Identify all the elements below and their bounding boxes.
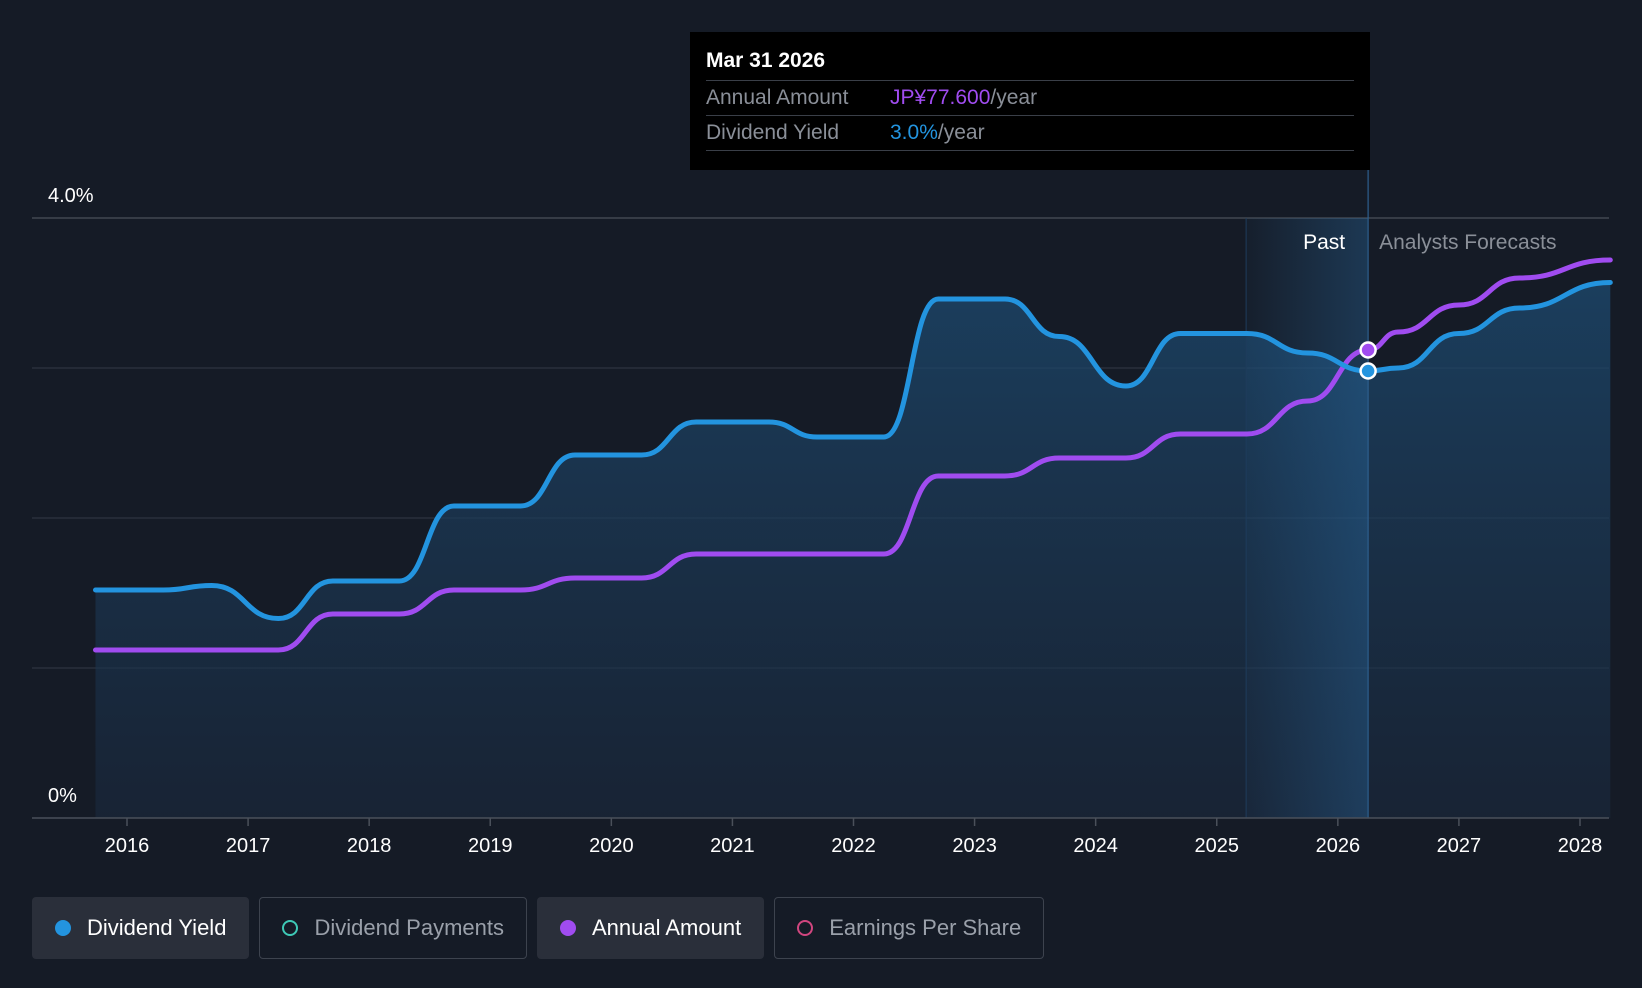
legend-label: Annual Amount xyxy=(591,915,742,940)
legend-ring-icon xyxy=(797,920,814,936)
legend-ring-icon xyxy=(282,920,299,936)
tooltip-row-annual-amount: Annual Amount JP¥77.600 /year xyxy=(706,81,1354,116)
x-tick-label: 2017 xyxy=(226,835,271,857)
x-tick-label: 2016 xyxy=(105,835,150,857)
y-tick-label: 0% xyxy=(48,785,77,807)
legend-label: Dividend Payments xyxy=(314,915,504,940)
dividend-yield-area xyxy=(95,282,1611,818)
x-axis: 2016 2017 2018 2019 2020 2021 2022 2023 2024 2025… xyxy=(32,817,1609,857)
tooltip-label: Annual Amount xyxy=(706,86,849,109)
x-tick-label: 2020 xyxy=(589,835,634,857)
annual-amount-marker xyxy=(1359,341,1377,359)
dividend-yield-marker xyxy=(1359,362,1377,380)
x-tick-label: 2021 xyxy=(710,835,755,857)
marker-layer xyxy=(1359,341,1377,380)
tooltip-unit: /year xyxy=(990,86,1038,109)
legend-dot-icon xyxy=(55,920,71,936)
x-tick-label: 2019 xyxy=(468,835,513,857)
past-highlight-band xyxy=(1246,218,1369,818)
forecast-label: Analysts Forecasts xyxy=(1379,231,1556,254)
x-tick-label: 2028 xyxy=(1558,835,1603,857)
legend-label: Dividend Yield xyxy=(87,915,227,940)
region-layer: Past Analysts Forecasts xyxy=(1245,170,1557,818)
x-tick-label: 2026 xyxy=(1316,835,1361,857)
tooltip-value: 3.0% xyxy=(890,121,938,144)
tooltip-value: JP¥77.600 xyxy=(890,86,991,109)
past-label: Past xyxy=(1303,231,1345,254)
tooltip-date: Mar 31 2026 xyxy=(706,46,1354,81)
legend-dividend-payments[interactable]: Dividend Payments xyxy=(259,897,527,959)
legend-annual-amount[interactable]: Annual Amount xyxy=(536,897,765,959)
legend-dividend-yield[interactable]: Dividend Yield xyxy=(32,897,250,959)
area-layer xyxy=(95,282,1611,818)
legend-earnings-per-share[interactable]: Earnings Per Share xyxy=(774,897,1045,959)
legend: Dividend Yield Dividend Payments Annual … xyxy=(32,897,1045,959)
dividend-yield-line xyxy=(93,280,1613,621)
legend-dot-icon xyxy=(559,920,576,936)
tooltip: Mar 31 2026 Annual Amount JP¥77.600 /yea… xyxy=(690,32,1370,170)
tooltip-row-dividend-yield: Dividend Yield 3.0% /year xyxy=(706,116,1354,151)
y-tick-label: 4.0% xyxy=(48,185,94,207)
x-tick-label: 2023 xyxy=(952,835,997,857)
x-tick-label: 2025 xyxy=(1195,835,1240,857)
tooltip-label: Dividend Yield xyxy=(706,121,840,144)
legend-label: Earnings Per Share xyxy=(829,915,1022,940)
tooltip-unit: /year xyxy=(937,121,985,144)
x-tick-label: 2018 xyxy=(347,835,392,857)
x-tick-label: 2027 xyxy=(1437,835,1482,857)
x-tick-label: 2022 xyxy=(831,835,876,857)
x-tick-label: 2024 xyxy=(1073,835,1118,857)
